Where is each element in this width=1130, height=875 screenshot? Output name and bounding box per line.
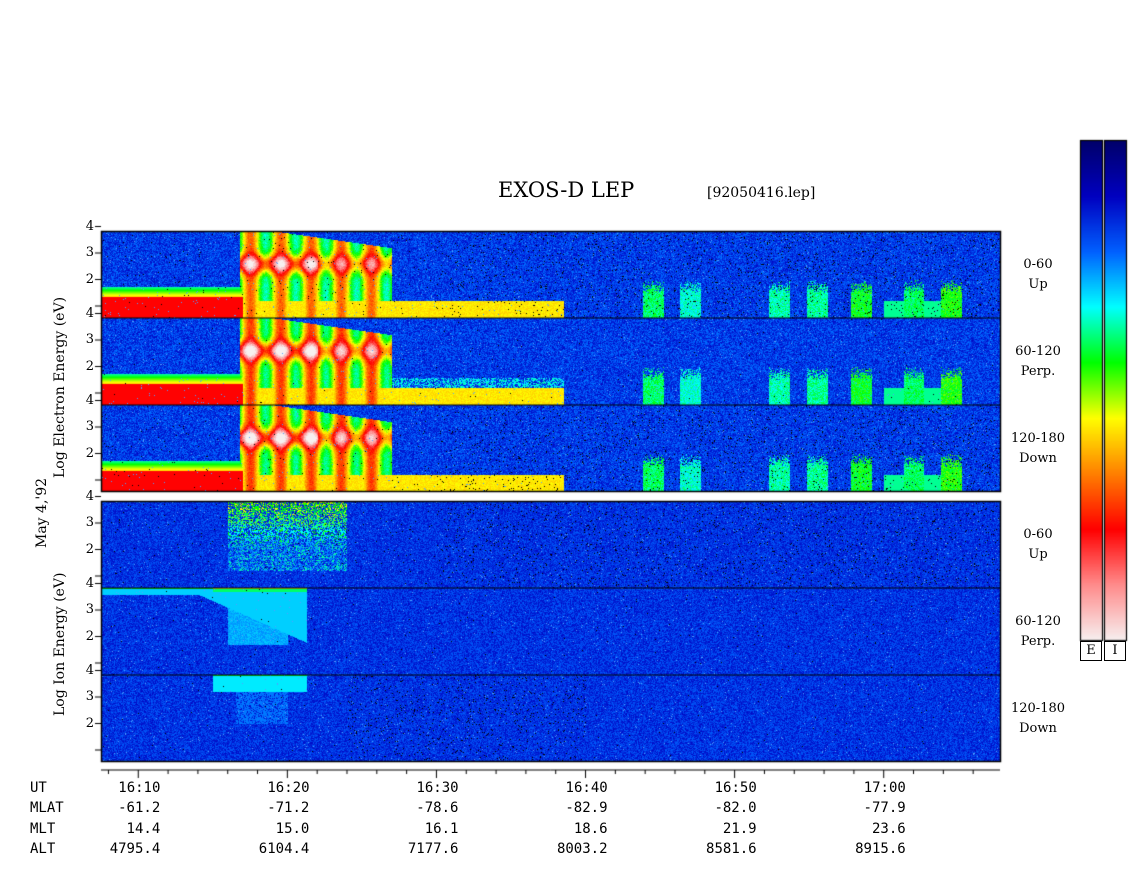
channel-direction: Perp. <box>1020 634 1056 649</box>
ephemeris-row-label: MLT <box>30 821 56 837</box>
y-tick-label: 2 <box>85 715 94 731</box>
y-tick-label: 3 <box>85 245 94 260</box>
channel-pitch-angle: 120-180 <box>1010 431 1066 446</box>
ephemeris-mlt-value: 23.6 <box>871 821 906 837</box>
ephemeris-alt-value: 6104.4 <box>258 841 310 857</box>
y-tick-label: 3 <box>85 602 94 617</box>
file-name: [92050416.lep] <box>707 185 816 201</box>
ephemeris-mlt-value: 21.9 <box>722 821 757 837</box>
y-tick-label: 4 <box>85 392 94 408</box>
channel-pitch-angle: 0-60 <box>1023 527 1053 542</box>
channel-label: 0-60 Up <box>990 255 1086 295</box>
channel-direction: Down <box>1019 721 1057 736</box>
channel-direction: Up <box>1028 277 1048 292</box>
y-tick-label: 4 <box>85 575 94 591</box>
ephemeris-mlat-value: -71.2 <box>267 800 310 816</box>
channel-label: 0-60 Up <box>990 525 1086 565</box>
ephemeris-mlat-value: -78.6 <box>416 800 459 816</box>
channel-label: 120-180 Down <box>990 699 1086 739</box>
channel-pitch-angle: 60-120 <box>1015 344 1061 359</box>
channel-label: 120-180 Down <box>990 429 1086 469</box>
channel-label: 60-120 Perp. <box>990 612 1086 652</box>
y-tick-label: 2 <box>85 445 94 461</box>
ephemeris-ut-value: 16:20 <box>267 780 310 796</box>
y-tick-label: 3 <box>85 689 94 704</box>
channel-pitch-angle: 60-120 <box>1015 614 1061 629</box>
channel-label: 60-120 Perp. <box>990 342 1086 382</box>
ephemeris-alt-value: 4795.4 <box>109 841 161 857</box>
ephemeris-ut-value: 16:40 <box>565 780 608 796</box>
y-tick-label: 3 <box>85 332 94 347</box>
y-tick-label: 2 <box>85 358 94 374</box>
ion-y-axis-label: Log Ion Energy (eV) <box>52 572 68 716</box>
ephemeris-alt-value: 8003.2 <box>556 841 608 857</box>
y-tick-label: 3 <box>85 515 94 530</box>
y-tick-label: 4 <box>85 488 94 504</box>
date-label: May 4,'92 <box>34 477 50 548</box>
channel-direction: Perp. <box>1020 364 1056 379</box>
ephemeris-ut-value: 16:50 <box>714 780 757 796</box>
channel-pitch-angle: 120-180 <box>1010 701 1066 716</box>
y-tick-label: 2 <box>85 541 94 557</box>
ephemeris-ut-value: 17:00 <box>863 780 906 796</box>
ephemeris-row-label: ALT <box>30 841 56 857</box>
ephemeris-mlt-value: 18.6 <box>573 821 608 837</box>
electron-y-axis-label: Log Electron Energy (eV) <box>52 296 68 478</box>
ephemeris-alt-value: 8581.6 <box>706 841 757 857</box>
ephemeris-mlt-value: 14.4 <box>126 821 161 837</box>
ephemeris-alt-value: 8915.6 <box>855 841 906 857</box>
ephemeris-row-label: MLAT <box>30 800 64 816</box>
ephemeris-mlat-value: -82.9 <box>565 800 608 816</box>
chart-title: EXOS-D LEP <box>498 178 635 202</box>
y-tick-label: 2 <box>85 628 94 644</box>
y-tick-label: 4 <box>85 662 94 678</box>
channel-direction: Up <box>1028 547 1048 562</box>
ephemeris-ut-value: 16:30 <box>416 780 459 796</box>
ephemeris-mlat-value: -77.9 <box>863 800 906 816</box>
channel-direction: Down <box>1019 451 1057 466</box>
electron-colorbar-label: E <box>1080 641 1102 661</box>
ephemeris-mlat-value: -61.2 <box>118 800 161 816</box>
y-tick-label: 4 <box>85 305 94 321</box>
ephemeris-ut-value: 16:10 <box>118 780 161 796</box>
y-tick-label: 4 <box>85 218 94 234</box>
ephemeris-mlat-value: -82.0 <box>714 800 757 816</box>
y-tick-label: 3 <box>85 419 94 434</box>
ephemeris-mlt-value: 16.1 <box>424 821 459 837</box>
ephemeris-mlt-value: 15.0 <box>275 821 310 837</box>
y-tick-label: 2 <box>85 271 94 287</box>
channel-pitch-angle: 0-60 <box>1023 257 1053 272</box>
ion-colorbar-label: I <box>1104 641 1126 661</box>
ephemeris-alt-value: 7177.6 <box>407 841 459 857</box>
ephemeris-row-label: UT <box>30 780 47 796</box>
